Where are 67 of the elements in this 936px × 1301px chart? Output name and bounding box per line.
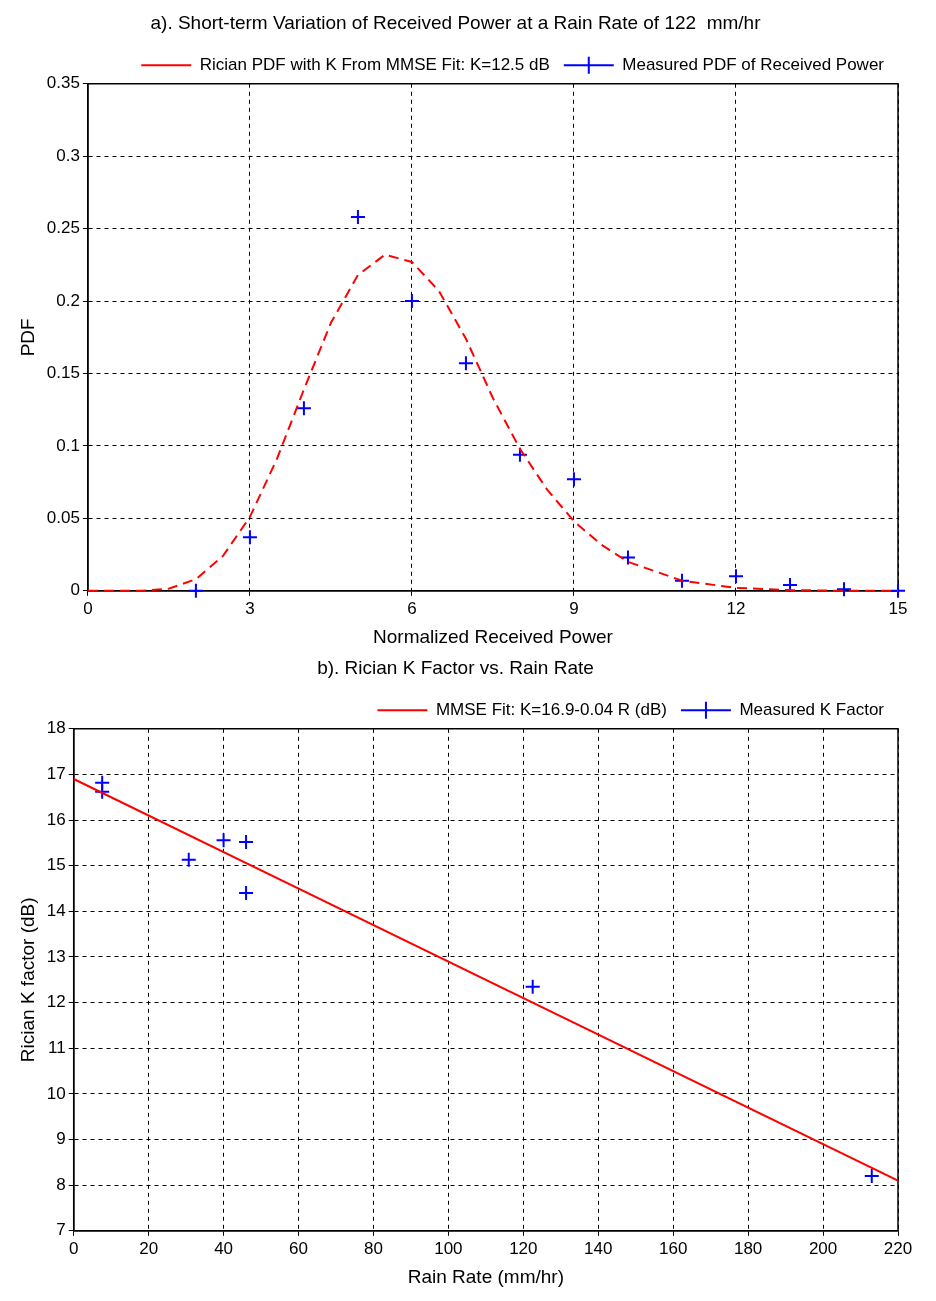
- x-tick-label: 15: [888, 598, 908, 618]
- point: [238, 885, 255, 902]
- y-axis-title: PDF: [16, 318, 38, 357]
- x-tick-label: 6: [407, 598, 417, 618]
- y-tick-label: 0.2: [56, 290, 80, 310]
- y-tick-label: 0.25: [46, 218, 80, 238]
- x-tick-label: 200: [808, 1238, 838, 1258]
- x-axis-title: Normalized Received Power: [373, 625, 614, 647]
- point: [863, 1168, 880, 1185]
- y-tick-label: 0.1: [56, 435, 80, 455]
- legend-label: Rician PDF with K From MMSE Fit: K=12.5 dB: [199, 54, 550, 74]
- x-tick-label: 100: [434, 1238, 463, 1258]
- x-tick-label: 9: [569, 598, 579, 618]
- x-tick-label: 60: [289, 1238, 308, 1258]
- point: [835, 581, 852, 598]
- y-tick-label: 14: [46, 901, 66, 921]
- point: [403, 293, 420, 310]
- point: [673, 572, 690, 589]
- y-tick-label: 0.05: [46, 508, 80, 528]
- point: [619, 549, 636, 566]
- y-tick-label: 18: [46, 718, 66, 738]
- point: [781, 577, 798, 594]
- legend-label: MMSE Fit: K=16.9-0.04 R (dB): [435, 699, 667, 719]
- x-tick-label: 80: [363, 1238, 383, 1258]
- y-axis-title: Rician K factor (dB): [16, 897, 38, 1063]
- point: [215, 832, 232, 849]
- y-tick-label: 15: [46, 855, 66, 875]
- x-tick-label: 12: [726, 598, 746, 618]
- y-tick-label: 13: [46, 946, 66, 966]
- point: [187, 582, 204, 599]
- y-tick-label: 7: [56, 1220, 66, 1240]
- y-tick-label: 0: [70, 580, 80, 600]
- point: [94, 783, 111, 800]
- x-axis-title: Rain Rate (mm/hr): [407, 1265, 564, 1287]
- x-tick-label: 160: [659, 1238, 688, 1258]
- y-tick-label: 0.3: [56, 145, 80, 165]
- point: [890, 582, 906, 599]
- chart-title: a). Short-term Variation of Received Power at a Rain Rate of 122 mm/hr: [150, 11, 762, 33]
- x-tick-label: 40: [214, 1238, 234, 1258]
- point: [565, 471, 582, 488]
- point: [295, 400, 312, 417]
- y-tick-label: 17: [46, 764, 66, 784]
- y-tick-label: 0.15: [46, 363, 80, 383]
- y-tick-label: 0.35: [46, 73, 80, 93]
- x-tick-label: 120: [509, 1238, 538, 1258]
- x-tick-label: 3: [245, 598, 255, 618]
- y-tick-label: 8: [56, 1174, 66, 1194]
- x-tick-label: 220: [883, 1238, 913, 1258]
- y-tick-label: 16: [46, 809, 66, 829]
- legend-label: Measured PDF of Received Power: [622, 54, 885, 74]
- point: [727, 568, 744, 585]
- point: [457, 355, 474, 372]
- x-tick-label: 20: [139, 1238, 159, 1258]
- point: [241, 529, 258, 546]
- chart-title: b). Rician K Factor vs. Rain Rate: [317, 656, 594, 678]
- x-tick-label: 0: [83, 598, 93, 618]
- y-tick-label: 11: [48, 1037, 66, 1057]
- point: [180, 851, 197, 868]
- x-tick-label: 140: [584, 1238, 613, 1258]
- legend-label: Measured K Factor: [739, 699, 885, 719]
- y-tick-label: 10: [46, 1083, 66, 1103]
- point: [524, 978, 541, 995]
- y-tick-label: 12: [46, 992, 66, 1012]
- y-tick-label: 9: [56, 1129, 66, 1149]
- x-tick-label: 180: [733, 1238, 763, 1258]
- point: [349, 209, 366, 226]
- point: [238, 833, 255, 850]
